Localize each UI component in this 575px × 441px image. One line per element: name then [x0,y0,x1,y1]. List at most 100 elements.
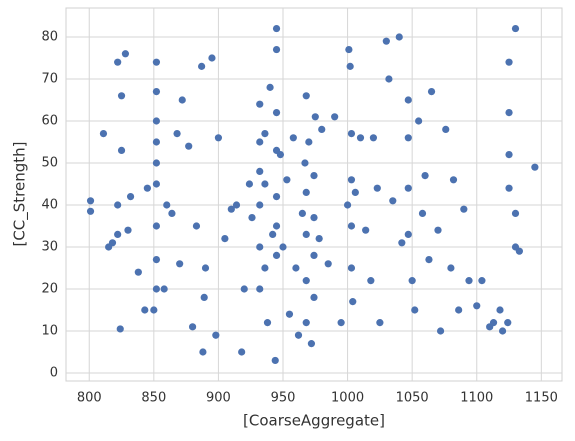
point [276,150,285,159]
point [404,134,412,142]
point [185,142,193,150]
point [117,92,126,100]
point [298,209,306,218]
point [351,188,359,196]
point [408,277,416,285]
point [373,184,381,192]
point [369,134,378,142]
y-tick-label: 80 [41,29,58,44]
point [302,92,310,100]
point [310,293,318,302]
point [141,306,149,314]
point [346,62,354,70]
point [434,226,442,234]
point [86,197,95,205]
point [307,340,316,348]
x-tick-label: 1000 [331,391,364,406]
point [86,207,95,215]
point [489,319,498,327]
point [404,96,412,104]
point [256,201,264,209]
point [114,230,122,239]
point [263,319,272,327]
point [108,239,117,247]
point [152,87,161,96]
x-tick-label: 1050 [396,391,429,406]
point [376,319,384,327]
point [99,129,108,138]
point [199,348,207,356]
point [256,285,264,293]
point [272,251,281,260]
point [505,184,513,192]
point [349,298,357,306]
point [269,230,277,239]
point [347,176,356,184]
point [385,75,393,83]
point [310,171,318,180]
point [345,45,353,54]
y-tick-label: 20 [41,282,58,297]
point [292,264,300,272]
point [256,138,264,146]
point [238,348,246,356]
point [176,260,184,268]
point [200,293,208,302]
point [143,184,151,192]
point [315,235,323,243]
point [152,58,161,66]
x-tick-label: 850 [141,391,166,406]
point [272,193,281,201]
point [425,256,433,264]
point [347,129,356,138]
point [310,251,318,260]
point [152,285,161,293]
point [212,331,220,339]
point [302,230,310,239]
x-tick-label: 1100 [460,391,493,406]
point [201,264,210,272]
y-tick-label: 40 [41,198,58,213]
point [347,264,356,272]
y-tick-label: 0 [50,366,58,381]
point [256,100,264,108]
point [302,277,310,285]
y-tick-label: 70 [41,71,58,86]
point [214,134,223,142]
point [152,117,161,125]
point [337,319,345,327]
point [221,235,229,243]
x-tick-label: 900 [206,391,231,406]
point [134,268,142,276]
point [395,33,403,41]
point [418,209,427,218]
point [114,201,122,209]
point [496,306,504,314]
point [449,176,458,184]
point [261,264,269,272]
point [160,285,168,293]
y-tick-label: 50 [41,155,58,170]
point [178,96,186,104]
point [447,264,455,272]
point [121,50,130,58]
point [114,58,122,66]
point [324,260,332,268]
point [389,197,397,205]
point [208,54,216,62]
point [272,108,281,117]
point [279,243,287,251]
x-tick-label: 1150 [525,391,558,406]
point [152,180,161,188]
point [411,306,419,314]
point [294,331,303,339]
point [227,205,235,213]
y-tick-label: 10 [41,324,58,339]
point [404,230,412,239]
point [302,319,310,327]
point [192,222,201,230]
point [256,167,264,175]
point [272,24,281,33]
point [116,325,124,333]
